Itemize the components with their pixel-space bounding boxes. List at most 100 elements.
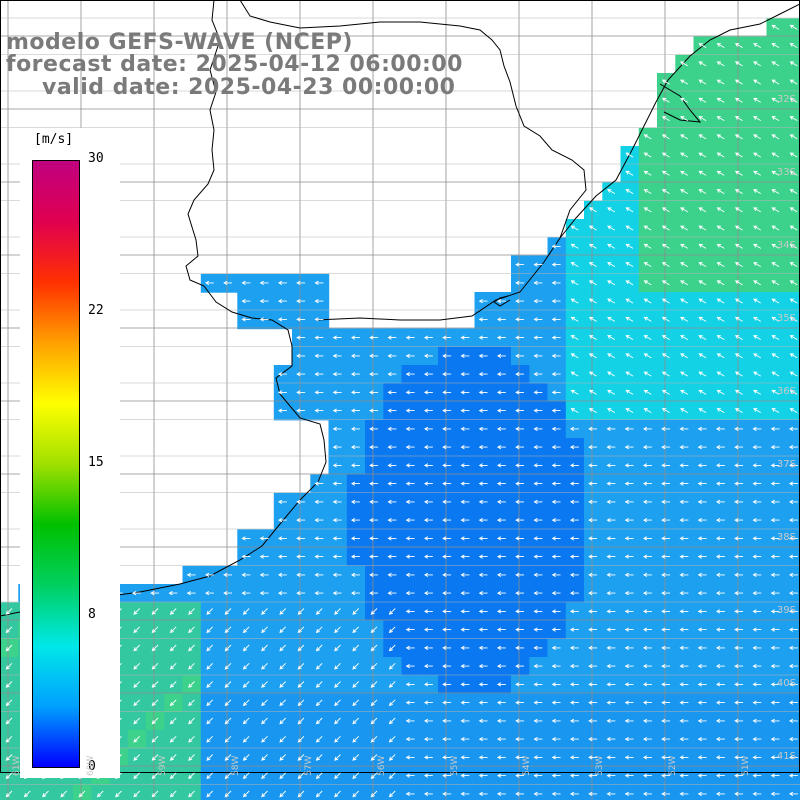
- wind-arrow: [789, 189, 798, 194]
- wind-speed-cell: [273, 711, 293, 731]
- wind-arrow: [369, 481, 379, 486]
- colorbar-tick-22: 22: [88, 303, 104, 318]
- wind-arrow: [698, 316, 707, 322]
- wind-arrow: [752, 572, 762, 577]
- wind-arrow: [588, 664, 598, 669]
- wind-arrow: [606, 445, 616, 450]
- colorbar-tick-0: 0: [88, 759, 96, 774]
- wind-arrow: [770, 664, 780, 669]
- wind-speed-cell: [784, 73, 800, 92]
- wind-arrow: [460, 426, 470, 431]
- wind-arrow: [478, 645, 488, 650]
- lon-label: 56W: [377, 755, 387, 776]
- wind-arrow: [624, 536, 634, 541]
- wind-arrow: [588, 645, 598, 650]
- lon-label: 59W: [158, 755, 168, 776]
- wind-arrow: [624, 518, 634, 523]
- wind-arrow: [405, 335, 415, 340]
- wind-arrow: [478, 664, 488, 669]
- wind-arrow: [296, 299, 306, 304]
- wind-arrow: [460, 773, 470, 778]
- wind-speed-cell: [474, 784, 494, 800]
- wind-speed-cell: [383, 766, 403, 786]
- wind-arrow: [661, 554, 671, 559]
- wind-speed-cell: [200, 748, 220, 768]
- wind-arrow: [551, 353, 561, 358]
- wind-arrow: [607, 243, 616, 249]
- wind-arrow: [478, 554, 488, 559]
- lat-label: 33S: [776, 167, 796, 178]
- wind-arrow: [551, 791, 561, 796]
- wind-arrow: [442, 390, 452, 395]
- wind-arrow: [551, 262, 561, 267]
- wind-arrow: [387, 499, 397, 504]
- wind-arrow: [606, 481, 616, 486]
- wind-arrow: [569, 737, 579, 742]
- wind-arrow: [734, 170, 743, 176]
- wind-arrow: [697, 426, 707, 431]
- wind-arrow: [405, 518, 415, 523]
- wind-speed-cell: [419, 784, 439, 800]
- wind-speed-cell: [127, 748, 147, 768]
- wind-arrow: [5, 644, 13, 652]
- wind-arrow: [625, 225, 634, 231]
- wind-arrow: [752, 718, 762, 723]
- wind-speed-cell: [328, 638, 348, 658]
- wind-arrow: [588, 243, 597, 249]
- wind-arrow: [680, 97, 689, 103]
- wind-arrow: [442, 445, 452, 450]
- wind-arrow: [478, 445, 488, 450]
- wind-speed-cell: [310, 784, 330, 800]
- wind-arrow: [770, 773, 780, 778]
- wind-arrow: [515, 262, 525, 267]
- wind-arrow: [533, 390, 543, 395]
- wind-arrow: [770, 481, 780, 486]
- wind-speed-cell: [0, 711, 19, 731]
- wind-arrow: [788, 682, 798, 687]
- wind-arrow: [496, 645, 506, 650]
- wind-speed-cell: [164, 730, 184, 749]
- wind-arrow: [405, 682, 415, 687]
- wind-speed-cell: [219, 675, 238, 695]
- wind-arrow: [206, 772, 214, 780]
- wind-arrow: [661, 700, 671, 705]
- wind-arrow: [496, 335, 506, 340]
- wind-arrow: [679, 463, 689, 468]
- wind-arrow: [569, 609, 579, 614]
- wind-arrow: [625, 335, 634, 340]
- wind-arrow: [789, 170, 798, 176]
- wind-arrow: [151, 608, 159, 615]
- wind-arrow: [606, 463, 616, 468]
- wind-arrow: [405, 791, 415, 796]
- wind-arrow: [716, 152, 725, 158]
- wind-arrow: [697, 463, 707, 468]
- wind-arrow: [606, 426, 616, 431]
- wind-speed-cell: [255, 711, 275, 731]
- wind-arrow: [680, 280, 689, 286]
- wind-arrow: [460, 664, 470, 669]
- lat-label: 32S: [776, 94, 796, 105]
- wind-speed-cell: [365, 748, 384, 768]
- wind-arrow: [771, 207, 780, 213]
- wind-arrow: [405, 609, 415, 614]
- wind-arrow: [642, 700, 652, 705]
- wind-speed-cell: [109, 784, 129, 800]
- wind-speed-cell: [346, 730, 366, 749]
- wind-speed-cell: [219, 784, 238, 800]
- wind-arrow: [734, 207, 743, 213]
- wind-arrow: [698, 243, 707, 249]
- wind-arrow: [423, 481, 433, 486]
- wind-speed-cell: [310, 766, 330, 786]
- wind-arrow: [460, 481, 470, 486]
- wind-arrow: [460, 518, 470, 523]
- wind-arrow: [771, 97, 780, 103]
- wind-arrow: [242, 717, 250, 725]
- wind-arrow: [297, 644, 305, 652]
- wind-arrow: [224, 662, 232, 670]
- wind-arrow: [261, 754, 268, 761]
- wind-arrow: [296, 353, 306, 358]
- lat-label: 38S: [776, 532, 796, 543]
- wind-arrow: [716, 408, 725, 413]
- wind-speed-cell: [164, 711, 184, 731]
- wind-arrow: [680, 408, 689, 413]
